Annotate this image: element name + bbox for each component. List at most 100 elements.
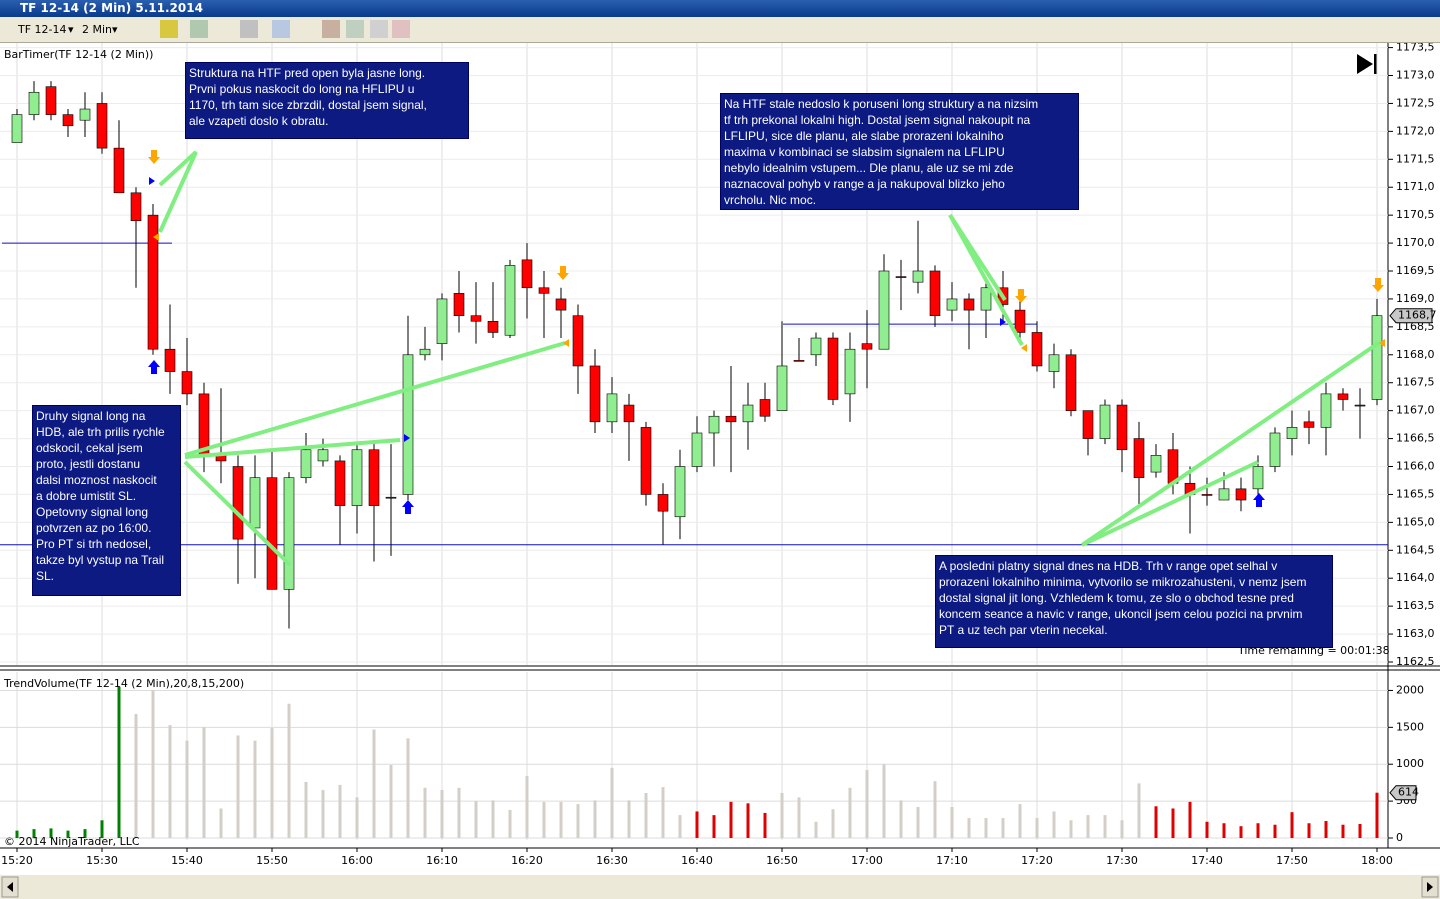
go-to-end-bar[interactable] — [1374, 54, 1377, 74]
candle-body — [725, 415, 737, 423]
annotation-box: A posledni platny signal dnes na HDB. Tr… — [935, 555, 1333, 648]
candle-body — [283, 477, 295, 590]
sell-arrow — [557, 266, 569, 280]
zoom-button[interactable] — [272, 20, 290, 38]
candle-body — [623, 404, 635, 423]
volume-bar — [1035, 818, 1039, 838]
trend-line — [158, 150, 198, 233]
candle-body — [1235, 488, 1247, 501]
candle-body — [708, 415, 720, 434]
candle-body — [96, 103, 108, 149]
candle-body — [1269, 432, 1281, 467]
draw-tool-button[interactable] — [160, 20, 178, 38]
bar-type-button[interactable] — [322, 20, 340, 38]
annotation-line: Opetovny signal long — [36, 505, 149, 519]
window-title: TF 12-14 (2 Min) 5.11.2014 — [20, 1, 203, 15]
copyright: © 2014 NinjaTrader, LLC — [4, 835, 140, 848]
volume-bar — [508, 809, 512, 838]
volume-bar — [1120, 820, 1124, 838]
x-tick-label: 15:30 — [86, 854, 118, 867]
candle-body — [1320, 393, 1332, 428]
candle-body — [572, 315, 584, 367]
x-tick-label: 16:40 — [681, 854, 713, 867]
annotation-line: dostal signal jit long. Vzhledem k tomu,… — [939, 591, 1294, 605]
y-tick-label: 1167,5 — [1396, 376, 1435, 389]
annotation-line: HDB, ale trh prilis rychle — [36, 425, 165, 439]
volume-bar — [219, 808, 223, 838]
volume-bar — [15, 830, 19, 838]
volume-bar — [780, 792, 784, 838]
candle-body — [844, 348, 856, 395]
properties-button[interactable] — [346, 20, 364, 38]
dropdown-caret[interactable]: ▾ — [112, 23, 118, 36]
data-box-button[interactable] — [392, 20, 410, 38]
annotation-line: PT a uz tech par vterin necekal. — [939, 623, 1108, 637]
y-tick-label: 1172,5 — [1396, 96, 1435, 109]
scroll-right-glyph — [1427, 882, 1433, 892]
annotation-line: proto, jestli dostanu — [36, 457, 141, 471]
candle-body — [793, 360, 805, 362]
y-tick-label: 0 — [1396, 831, 1403, 844]
end-of-chart-icon[interactable] — [1357, 54, 1377, 74]
annotation-line: dalsi moznost naskocit — [36, 473, 157, 487]
annotation-line: vrcholu. Nic moc. — [724, 193, 817, 207]
indicator-button[interactable] — [190, 20, 208, 38]
volume-bar — [202, 727, 206, 838]
volume-bar — [1205, 821, 1209, 838]
template-button[interactable] — [370, 20, 388, 38]
candle-body — [351, 449, 363, 506]
candle-body — [691, 432, 703, 467]
crosshair-button[interactable] — [240, 20, 258, 38]
title-bar: TF 12-14 (2 Min) 5.11.2014 — [0, 0, 1440, 17]
sell-arrow — [1015, 289, 1027, 303]
volume-bar — [1052, 811, 1056, 838]
volume-bar — [1137, 783, 1141, 838]
candle-body — [1150, 455, 1162, 473]
y-tick-label: 1173,0 — [1396, 69, 1435, 82]
volume-bar — [627, 800, 631, 838]
signal-marker — [1021, 344, 1027, 352]
candle-body — [878, 270, 890, 350]
volume-bar — [695, 811, 699, 838]
candle-body — [1303, 421, 1315, 428]
trend-line — [184, 438, 401, 459]
volume-bar — [525, 776, 529, 838]
dropdown-caret[interactable]: ▾ — [68, 23, 74, 36]
volume-bar — [236, 735, 240, 838]
scrollbar[interactable] — [0, 875, 1440, 899]
interval-selector[interactable]: 2 Min — [82, 23, 113, 36]
volume-bar — [865, 770, 869, 838]
scroll-left-glyph — [7, 882, 13, 892]
x-tick-label: 17:10 — [936, 854, 968, 867]
y-tick-label: 1169,0 — [1396, 292, 1435, 305]
y-tick-label: 1168,0 — [1396, 348, 1435, 361]
candle-body — [657, 494, 669, 512]
y-tick-label: 2000 — [1396, 683, 1424, 696]
candle-body — [1048, 354, 1060, 372]
volume-bar — [287, 703, 291, 838]
volume-bar — [712, 815, 716, 838]
x-tick-label: 16:10 — [426, 854, 458, 867]
scrollbar-track[interactable] — [0, 875, 1440, 899]
go-to-end-triangle[interactable] — [1357, 54, 1373, 74]
volume-bar — [1324, 821, 1328, 838]
volume-bar — [967, 818, 971, 838]
candle-body — [895, 276, 907, 278]
volume-bar — [1154, 806, 1158, 838]
volume-bar — [151, 690, 155, 838]
annotation-line: tf trh prekonal lokalni high. Dostal jse… — [724, 113, 1031, 127]
volume-bar — [559, 801, 563, 838]
volume-bar — [440, 790, 444, 838]
x-tick-label: 18:00 — [1361, 854, 1393, 867]
candle-body — [1031, 332, 1043, 367]
volume-bar — [1358, 823, 1362, 838]
annotation-line: naznacoval pohyb v range a ja nakupoval … — [724, 177, 1005, 191]
candle-body — [181, 371, 193, 395]
volume-bar — [1018, 804, 1022, 838]
instrument-selector[interactable]: TF 12-14 — [18, 23, 67, 36]
volume-bar — [644, 792, 648, 838]
annotation-line: koncem seance a navic v range, ukoncil j… — [939, 607, 1303, 621]
candle-body — [385, 496, 397, 499]
trend-line — [183, 460, 292, 567]
